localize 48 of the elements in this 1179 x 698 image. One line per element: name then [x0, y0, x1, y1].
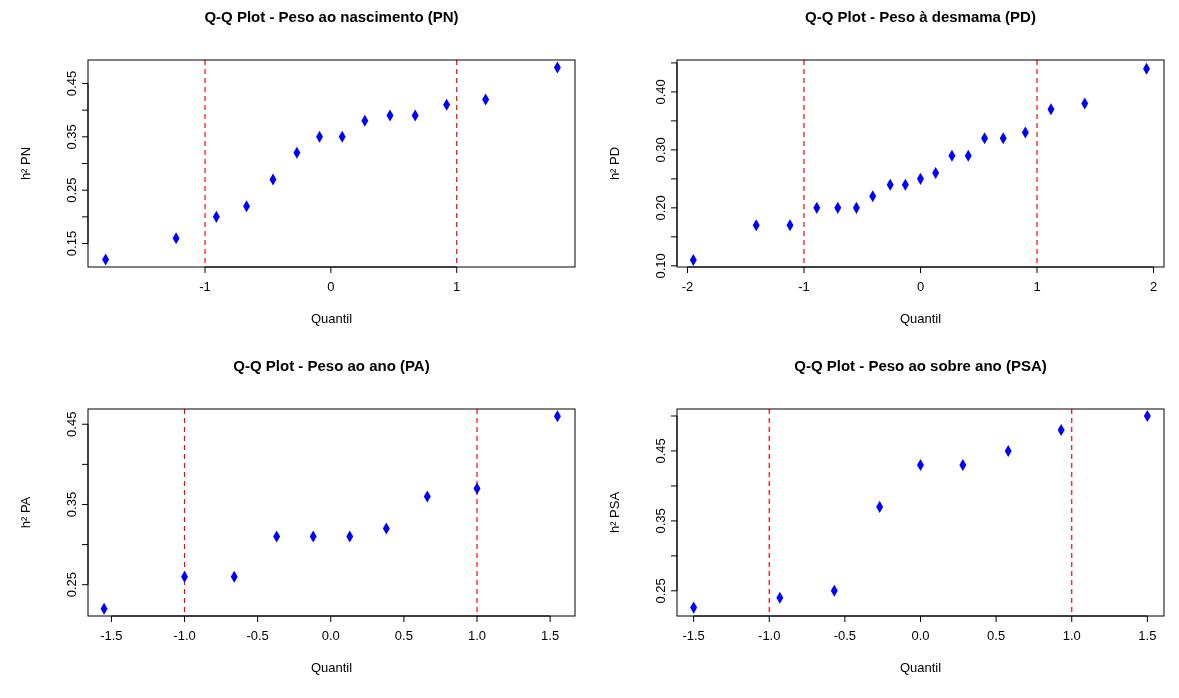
y-tick-label: 0.25 — [64, 177, 79, 203]
x-tick-label: -1.0 — [758, 628, 781, 643]
x-tick-label: -1.0 — [173, 628, 196, 643]
x-axis-title: Quantil — [899, 311, 942, 326]
chart-title: Q-Q Plot - Peso ao ano (PA) — [233, 357, 430, 374]
x-tick-label: 0.5 — [394, 628, 413, 643]
x-tick-label: -1 — [199, 279, 211, 294]
y-axis-title: h² PA — [18, 496, 33, 529]
x-tick-label: -0.5 — [246, 628, 269, 643]
y-tick-label: 0.35 — [64, 124, 79, 150]
y-tick-label: 0.10 — [653, 253, 668, 279]
y-tick-label: 0.25 — [653, 578, 668, 604]
x-tick-label: -2 — [681, 279, 694, 294]
x-tick-label: 1 — [1033, 279, 1041, 294]
y-tick-label: 0.45 — [64, 411, 79, 437]
chart-title: Q-Q Plot - Peso ao nascimento (PN) — [204, 8, 459, 25]
x-tick-label: 1.5 — [541, 628, 560, 643]
x-tick-label: 1.0 — [467, 628, 487, 643]
y-tick-label: 0.35 — [653, 508, 668, 534]
x-tick-label: 0 — [916, 279, 925, 294]
y-tick-label: 0.35 — [64, 491, 79, 518]
y-tick-label: 0.15 — [64, 230, 79, 257]
y-tick-label: 0.45 — [64, 70, 79, 97]
y-tick-label: 0.30 — [653, 137, 668, 163]
x-axis-title: Quantil — [899, 660, 942, 675]
x-tick-label: 1.5 — [1138, 628, 1157, 643]
x-tick-label: 0.5 — [987, 628, 1006, 643]
y-tick-label: 0.40 — [653, 79, 668, 105]
x-tick-label: 0.0 — [321, 628, 340, 643]
y-tick-label: 0.45 — [653, 438, 668, 464]
x-tick-label: -1.5 — [100, 628, 123, 643]
chart-title: Q-Q Plot - Peso à desmama (PD) — [805, 8, 1036, 25]
y-axis-title: h² PD — [607, 146, 622, 181]
x-tick-label: -1 — [798, 279, 810, 294]
x-tick-label: -0.5 — [833, 628, 857, 643]
chart-title: Q-Q Plot - Peso ao sobre ano (PSA) — [794, 357, 1047, 374]
x-tick-label: 2 — [1149, 279, 1158, 294]
x-tick-label: 0.0 — [911, 628, 930, 643]
x-tick-label: 0 — [327, 279, 335, 294]
x-tick-label: 1 — [453, 279, 461, 294]
y-tick-label: 0.20 — [653, 195, 668, 221]
x-axis-title: Quantil — [310, 660, 353, 675]
x-axis-title: Quantil — [310, 311, 353, 326]
y-tick-label: 0.25 — [64, 572, 79, 598]
x-tick-label: 1.0 — [1062, 628, 1081, 643]
y-axis-title: h² PN — [18, 146, 33, 181]
y-axis-title: h² PSA — [607, 491, 622, 534]
x-tick-label: -1.5 — [682, 628, 705, 643]
